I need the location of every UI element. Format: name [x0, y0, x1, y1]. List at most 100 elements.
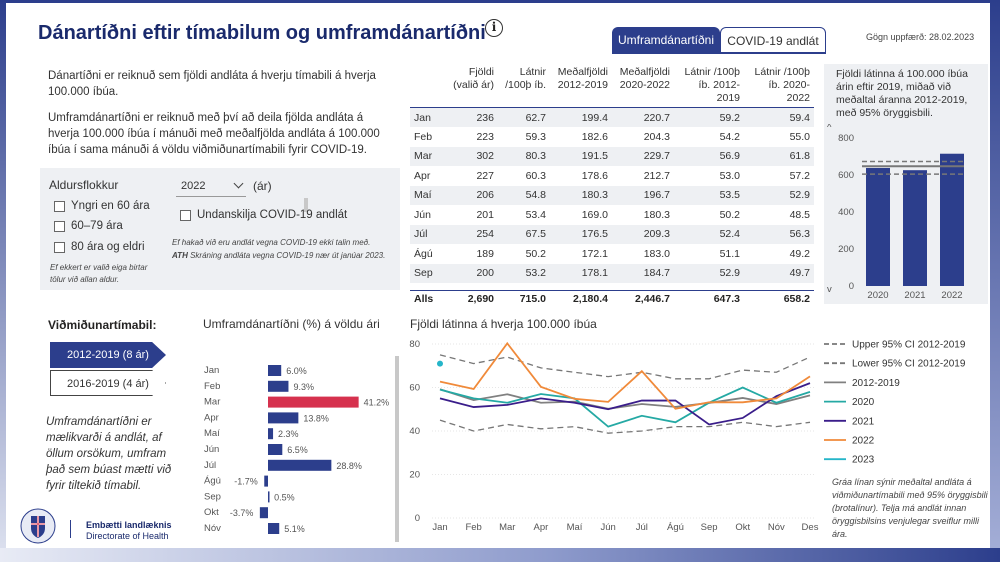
col-rate[interactable]: Látnir /100þ íb.	[505, 66, 546, 91]
table-cell: 54.2	[719, 130, 740, 143]
yearly-bar	[866, 167, 890, 286]
table-cell: 49.2	[789, 247, 810, 260]
table-cell: 223	[476, 130, 494, 143]
table-row[interactable]: Jan 236 62.7 199.4 220.7 59.2 59.4	[410, 107, 814, 127]
excess-bar-label: 28.8%	[336, 461, 362, 471]
table-cell: 59.4	[744, 107, 814, 127]
table-cell: 52.4	[719, 228, 740, 241]
legend-label: 2023	[852, 455, 875, 466]
yearly-y-tick: 600	[838, 170, 854, 181]
line-y-tick: 80	[409, 339, 420, 350]
excess-bar-label: 5.1%	[284, 524, 305, 534]
table-row[interactable]: Jún 201 53.4 169.0 180.3 50.2 48.5	[410, 205, 814, 225]
table-row[interactable]: Feb 223 59.3 182.6 204.3 54.2 55.0	[410, 127, 814, 147]
table-cell: Okt	[410, 283, 446, 288]
exclude-covid-toggle[interactable]: Undanskilja COVID-19 andlát	[180, 209, 347, 221]
table-row[interactable]: Okt20053.2185.9197.055.253.0	[410, 283, 814, 288]
table-cell: 53.0	[744, 283, 814, 288]
excess-definition-note: Umframdánartíðni er mælikvarði á andlát,…	[46, 416, 172, 492]
table-cell: 53.5	[719, 189, 740, 202]
yearly-y-tick: 400	[838, 207, 854, 218]
description-excess-mortality: Umframdánartíðni er reiknuð með því að d…	[48, 112, 380, 156]
line-x-label: Ágú	[667, 522, 684, 533]
col-rate-2012-2019[interactable]: Látnir /100þ íb. 2012-2019	[684, 66, 740, 104]
age-option-60-79[interactable]: 60–79 ára	[54, 220, 123, 232]
table-cell: 169.0	[581, 208, 608, 221]
table-cell: Apr	[414, 169, 431, 182]
excess-bar-label: 0.5%	[274, 492, 295, 502]
table-row[interactable]: Apr 227 60.3 178.6 212.7 53.0 57.2	[410, 166, 814, 186]
age-note: Ef ekkert er valið eiga birtar tölur við…	[50, 263, 148, 284]
table-row[interactable]: Maí 206 54.8 180.3 196.7 53.5 52.9	[410, 185, 814, 205]
filter-scroll-handle[interactable]	[304, 198, 308, 212]
table-cell: 52.9	[789, 189, 810, 202]
line-x-label: Nóv	[768, 522, 785, 533]
table-cell: 189	[476, 247, 494, 260]
col-rate-2020-2022[interactable]: Látnir /100þ íb. 2020-2022	[754, 66, 810, 104]
line-x-label: Jan	[432, 522, 447, 533]
checkbox-icon[interactable]	[54, 200, 65, 212]
bottom-border	[0, 548, 1000, 562]
totals-cell: 658.2	[783, 293, 810, 305]
col-avg-2020-2022[interactable]: Meðalfjöldi 2020-2022	[619, 66, 670, 91]
excess-chart-scrollbar[interactable]	[395, 356, 399, 542]
line-series	[439, 419, 811, 434]
table-cell: 180.3	[643, 208, 670, 221]
table-cell: 50.2	[525, 247, 546, 260]
tab-underline	[612, 52, 826, 54]
table-cell: 212.7	[643, 169, 670, 182]
totals-cell: Alls	[414, 293, 434, 305]
excess-category-label: Júl	[204, 460, 216, 471]
tab-covid-deaths[interactable]: COVID-19 andlát	[720, 27, 826, 53]
coat-of-arms-logo	[20, 508, 56, 544]
line-y-tick: 0	[415, 513, 420, 524]
table-cell: 200	[446, 283, 498, 288]
legend-label: 2021	[852, 416, 875, 427]
col-month[interactable]	[410, 64, 446, 107]
reference-option-2012-2019[interactable]: 2012-2019 (8 ár)	[50, 342, 166, 368]
line-x-label: Júl	[636, 522, 648, 533]
table-cell: 53.2	[525, 267, 546, 280]
table-cell: Feb	[414, 130, 433, 143]
yearly-bar	[940, 153, 964, 286]
excess-chart-title: Umframdánartíðni (%) á völdu ári	[203, 317, 380, 331]
year-dropdown-value: 2022	[181, 180, 206, 192]
reference-option-2016-2019[interactable]: 2016-2019 (4 ár)	[50, 370, 166, 396]
checkbox-icon[interactable]	[54, 241, 65, 253]
excess-category-label: Mar	[204, 397, 220, 408]
table-row[interactable]: Júl 254 67.5 176.5 209.3 52.4 56.3	[410, 224, 814, 244]
line-x-label: Feb	[465, 522, 481, 533]
yearly-y-tick: 0	[849, 281, 854, 292]
line-y-tick: 20	[409, 470, 420, 481]
excess-bar-label: 9.3%	[293, 382, 314, 392]
table-body-scroll[interactable]: Jan 236 62.7 199.4 220.7 59.2 59.4 Feb 223 59.3 18…	[410, 107, 814, 288]
col-count[interactable]: Fjöldi (valið ár)	[453, 66, 494, 91]
excess-bar	[264, 475, 268, 487]
table-cell: 176.5	[581, 228, 608, 241]
table-cell: 80.3	[525, 150, 546, 163]
excess-bar	[268, 428, 274, 440]
legend-label: 2022	[852, 436, 875, 447]
table-row[interactable]: Mar 302 80.3 191.5 229.7 56.9 61.8	[410, 146, 814, 166]
table-cell: 184.7	[643, 267, 670, 280]
table-cell: 191.5	[581, 150, 608, 163]
line-x-label: Jún	[601, 522, 616, 533]
col-avg-2012-2019[interactable]: Meðalfjöldi 2012-2019	[557, 66, 608, 91]
age-option-under-60[interactable]: Yngri en 60 ára	[54, 200, 150, 212]
excess-category-label: Ágú	[204, 476, 221, 487]
line-series	[439, 386, 811, 428]
line-x-label: Des	[802, 522, 819, 533]
checkbox-icon[interactable]	[54, 220, 65, 232]
excess-category-label: Maí	[204, 428, 220, 439]
table-cell: 196.7	[643, 189, 670, 202]
age-option-80-plus[interactable]: 80 ára og eldri	[54, 241, 145, 253]
year-dropdown[interactable]: 2022	[176, 177, 246, 197]
table-row[interactable]: Ágú 189 50.2 172.1 183.0 51.1 49.2	[410, 244, 814, 264]
tab-excess-mortality[interactable]: Umframdánartíðni	[612, 27, 720, 53]
table-cell: Jún	[414, 208, 431, 221]
checkbox-icon[interactable]	[180, 209, 191, 221]
line-x-label: Okt	[735, 522, 750, 533]
info-icon[interactable]: i	[485, 19, 503, 37]
chevron-down-icon	[233, 178, 244, 189]
table-row[interactable]: Sep 200 53.2 178.1 184.7 52.9 49.7	[410, 263, 814, 283]
